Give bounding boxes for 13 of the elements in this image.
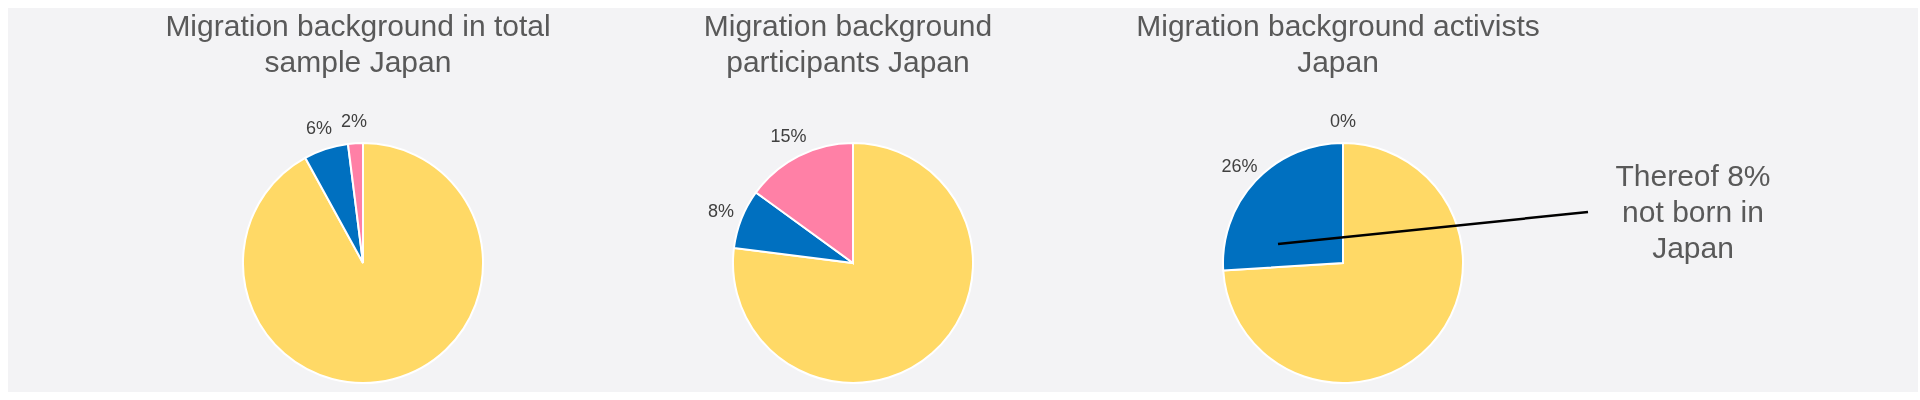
text: 0% — [1329, 111, 1357, 131]
data-label: 26% — [1221, 155, 1258, 176]
chart-title: Migration background in total sample Japan — [164, 8, 552, 80]
data-label: 6% — [306, 117, 333, 138]
data-label: 2% — [341, 111, 368, 132]
pie-slice — [242, 142, 484, 384]
chart-title: Migration background participants Japan — [702, 8, 994, 80]
chart-title: Migration background activists Japan — [1135, 8, 1541, 80]
data-label: 15% — [770, 126, 807, 147]
text: Thereof 8% not born in Japan — [1614, 158, 1772, 266]
pie-slice — [1222, 142, 1464, 384]
pie-slice — [732, 142, 974, 384]
data-label: 8% — [707, 200, 734, 221]
